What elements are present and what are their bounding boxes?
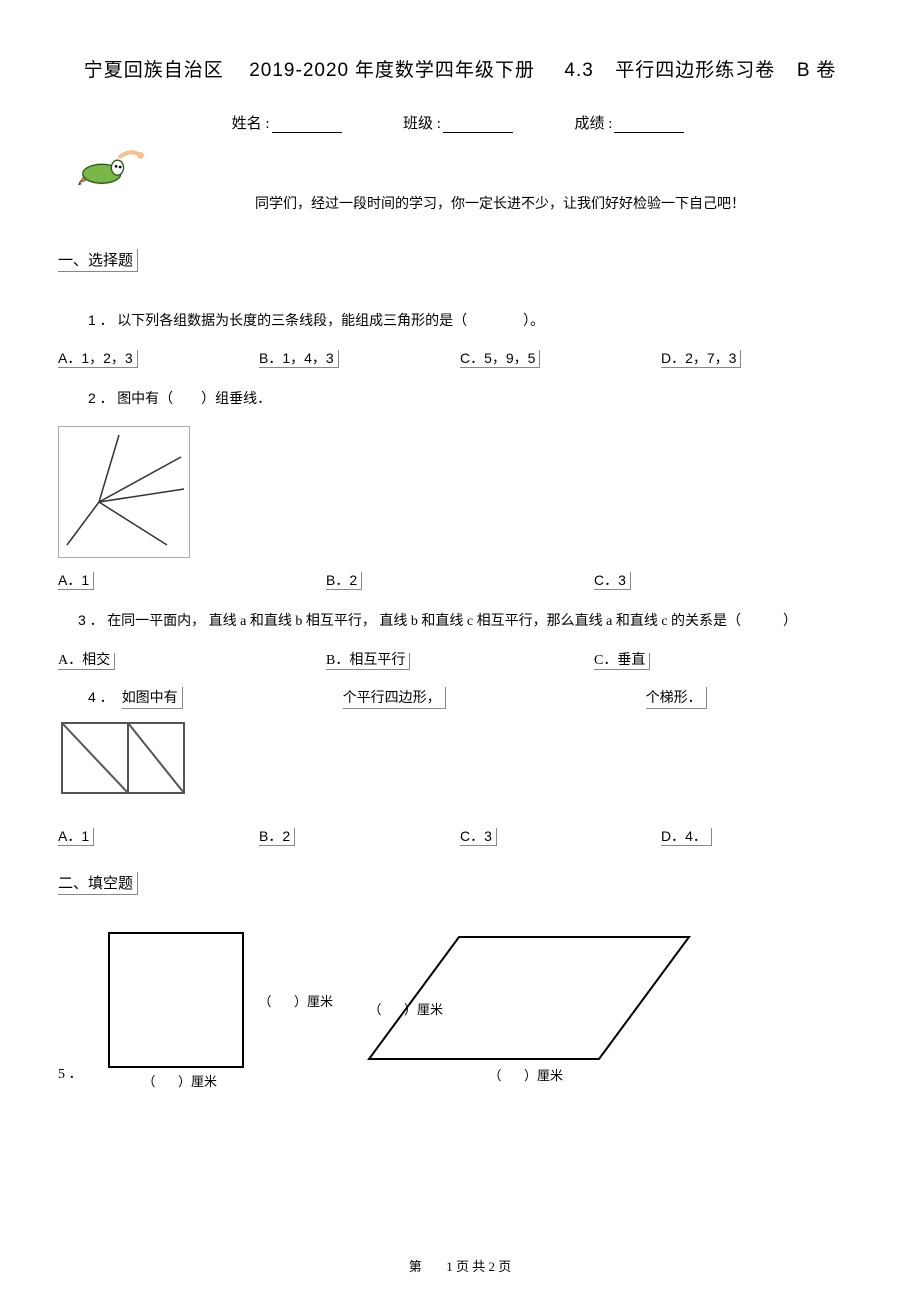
q4-num: 4 ． xyxy=(88,687,114,707)
title-juan: 卷 xyxy=(816,60,836,81)
q4-seg2: 个平行四边形， xyxy=(343,687,446,709)
score-label: 成绩 : xyxy=(574,116,612,132)
q2-opt-b: B．2 xyxy=(326,572,362,590)
q5-num: 5 ． xyxy=(58,1063,83,1087)
q5-pg-left-label: （ ）厘米 xyxy=(369,999,444,1018)
q5-sq-right-label: （ ）厘米 xyxy=(259,991,334,1010)
name-blank xyxy=(272,132,342,133)
q4-opt-d: D．4． xyxy=(661,828,712,846)
class-blank xyxy=(443,132,513,133)
footer-mid: 页 共 xyxy=(456,1259,485,1274)
intro-text: 同学们，经过一段时间的学习，你一定长进不少，让我们好好检验一下自己吧！ xyxy=(138,193,862,213)
section-1-head: 一、选择题 xyxy=(58,249,138,272)
q1-opt-b: B．1，4，3 xyxy=(259,350,339,368)
q3-opt-a: A．相交 xyxy=(58,653,115,670)
title-prefix: 宁夏回族自治区 xyxy=(84,60,224,81)
q4-seg3: 个梯形． xyxy=(646,687,707,709)
q2-options: A．1 B．2 C．3 xyxy=(58,570,862,590)
footer-page: 1 xyxy=(446,1259,453,1274)
question-5: 5 ． （ ）厘米 （ ）厘米 （ ）厘米 xyxy=(58,929,862,1087)
q4-opt-c: C．3 xyxy=(460,828,497,846)
title-b: B xyxy=(797,60,811,81)
q5-sq-bottom-label: （ ）厘米 xyxy=(143,1071,218,1090)
title-tail: 平行四边形练习卷 xyxy=(615,60,775,81)
q1-opt-d: D．2，7，3 xyxy=(661,350,741,368)
question-4: 4 ． 如图中有 个平行四边形， 个梯形． xyxy=(88,687,862,709)
q1-options: A．1，2，3 B．1，4，3 C．5，9，5 D．2，7，3 xyxy=(58,348,862,368)
q4-opt-a: A．1 xyxy=(58,828,94,846)
q3-opt-c: C．垂直 xyxy=(594,653,650,670)
q5-pg-bottom-label: （ ）厘米 xyxy=(489,1065,564,1084)
q3-options: A．相交 B．相互平行 C．垂直 xyxy=(58,649,862,669)
q3-opt-b: B．相互平行 xyxy=(326,653,410,670)
title-code: 4.3 xyxy=(564,60,593,81)
q1-opt-c: C．5，9，5 xyxy=(460,350,540,368)
q5-parallelogram: （ ）厘米 （ ）厘米 xyxy=(359,929,699,1087)
page-title: 宁夏回族自治区 2019-2020 年度数学四年级下册 4.3 平行四边形练习卷… xyxy=(58,55,862,82)
footer-pre: 第 xyxy=(409,1259,422,1274)
q2-num: 2 ． xyxy=(88,390,114,406)
q4-seg1: 如图中有 xyxy=(122,687,183,709)
q2-figure xyxy=(58,426,190,558)
question-3: 3 ． 在同一平面内， 直线 a 和直线 b 相互平行， 直线 b 和直线 c … xyxy=(78,608,862,634)
q1-num: 1 ． xyxy=(88,312,114,328)
q4-opt-b: B．2 xyxy=(259,828,295,846)
footer-total: 2 xyxy=(489,1259,496,1274)
q4-figure xyxy=(58,719,188,797)
info-line: 姓名 : 班级 : 成绩 : xyxy=(58,112,862,133)
question-1: 1 ． 以下列各组数据为长度的三条线段，能组成三角形的是（ ）。 xyxy=(88,308,862,334)
section-2-head: 二、填空题 xyxy=(58,872,138,895)
q2-opt-a: A．1 xyxy=(58,572,94,590)
footer-post: 页 xyxy=(498,1259,511,1274)
q4-options: A．1 B．2 C．3 D．4． xyxy=(58,826,862,846)
q2-text: 图中有（ ）组垂线． xyxy=(117,392,271,407)
score-blank xyxy=(614,132,684,133)
title-years: 2019-2020 xyxy=(249,60,349,81)
class-label: 班级 : xyxy=(403,116,441,132)
pencil-icon xyxy=(78,143,146,191)
name-label: 姓名 : xyxy=(232,116,270,132)
q2-opt-c: C．3 xyxy=(594,572,631,590)
q3-num: 3 ． xyxy=(78,612,104,628)
question-2: 2 ． 图中有（ ）组垂线． xyxy=(88,386,862,412)
pencil-row xyxy=(58,143,862,191)
q5-square: （ ）厘米 （ ）厘米 xyxy=(91,929,341,1087)
page: 宁夏回族自治区 2019-2020 年度数学四年级下册 4.3 平行四边形练习卷… xyxy=(0,0,920,1303)
title-mid: 年度数学四年级下册 xyxy=(355,60,535,81)
page-footer: 第 1 页 共 2 页 xyxy=(0,1256,920,1275)
q3-text: 在同一平面内， 直线 a 和直线 b 相互平行， 直线 b 和直线 c 相互平行… xyxy=(107,614,797,629)
q1-opt-a: A．1，2，3 xyxy=(58,350,138,368)
q1-text: 以下列各组数据为长度的三条线段，能组成三角形的是（ ）。 xyxy=(117,314,544,329)
